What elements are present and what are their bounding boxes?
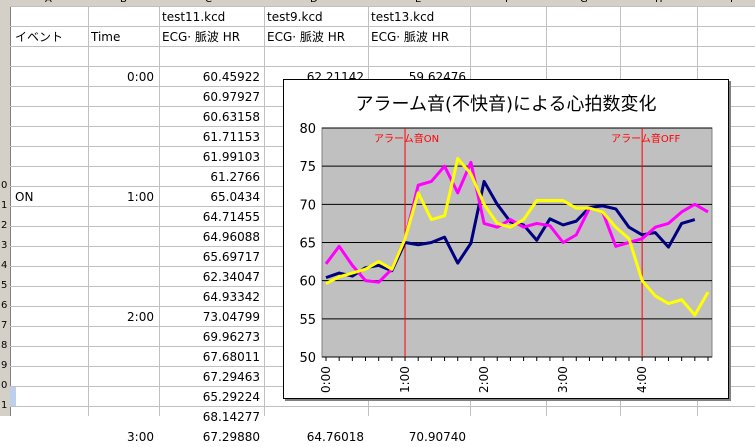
row-number[interactable]: 2	[1, 220, 8, 231]
row-number[interactable]: 7	[1, 320, 8, 331]
value-cell-c[interactable]: 67.29880	[202, 430, 260, 444]
column-letter-d[interactable]: D	[310, 0, 318, 5]
value-cell-c[interactable]: 60.63158	[202, 110, 260, 124]
row-header-bar: 0 1 2 3 4 5 6 7 8 9 0 1	[0, 6, 11, 416]
column-letter-h[interactable]: H	[655, 0, 663, 5]
grid-line	[10, 6, 755, 7]
time-cell[interactable]: 3:00	[127, 430, 154, 444]
column-letter-b[interactable]: B	[120, 0, 127, 5]
time-cell[interactable]: 2:00	[127, 310, 154, 324]
selected-cell[interactable]	[10, 387, 16, 406]
time-cell[interactable]: 1:00	[127, 190, 154, 204]
header-file-e[interactable]: test13.kcd	[371, 10, 435, 24]
header-metric-d[interactable]: ECG· 脈波 HR	[267, 30, 346, 44]
x-tick-label: 0:00	[319, 366, 333, 393]
y-tick-label: 50	[299, 351, 316, 366]
grid-line	[10, 406, 755, 407]
value-cell-c[interactable]: 69.96273	[202, 330, 260, 344]
row-number[interactable]: 5	[1, 280, 8, 291]
value-cell-c[interactable]: 61.2766	[210, 170, 260, 184]
grid-line	[159, 6, 160, 416]
chart-title: アラーム音(不快音)による心拍数変化	[355, 94, 657, 115]
value-cell-c[interactable]: 73.04799	[202, 310, 260, 324]
alarm-marker-label: アラーム音ON	[374, 132, 439, 145]
x-tick-label: 1:00	[398, 366, 412, 393]
value-cell-c[interactable]: 64.96088	[202, 230, 260, 244]
row-number[interactable]: 1	[1, 200, 8, 211]
value-cell-c[interactable]: 60.45922	[202, 70, 260, 84]
row-number[interactable]: 0	[1, 380, 8, 391]
value-cell-c[interactable]: 67.68011	[202, 350, 260, 364]
column-letter-i[interactable]: I	[730, 0, 733, 5]
value-cell-c[interactable]: 60.97927	[202, 90, 260, 104]
y-tick-label: 75	[299, 160, 316, 175]
time-cell[interactable]: 0:00	[127, 70, 154, 84]
value-cell-c[interactable]: 61.99103	[202, 150, 260, 164]
row-number[interactable]: 0	[1, 180, 8, 191]
row-number[interactable]: 4	[1, 260, 8, 271]
chart-plot: 50 55 60 65 70 75 80 0:00 1:00 2:00 3:00 4:00 アラーム音O…	[299, 122, 713, 393]
event-cell[interactable]: ON	[15, 190, 34, 204]
row-number[interactable]: 6	[1, 300, 8, 311]
grid-line	[88, 6, 89, 416]
row-number[interactable]: 1	[1, 400, 8, 411]
column-letter-c[interactable]: C	[205, 0, 212, 5]
value-cell-c[interactable]: 64.71455	[202, 210, 260, 224]
y-tick-label: 80	[299, 122, 316, 137]
grid-line	[10, 26, 755, 27]
y-tick-label: 60	[299, 275, 316, 290]
grid-line	[264, 6, 265, 416]
series-line-3	[325, 157, 710, 317]
value-cell-d[interactable]: 64.76018	[306, 430, 364, 444]
header-file-d[interactable]: test9.kcd	[267, 10, 323, 24]
header-file-c[interactable]: test11.kcd	[162, 10, 226, 24]
column-letter-e[interactable]: E	[415, 0, 421, 5]
x-tick-label: 2:00	[477, 366, 491, 393]
value-cell-c[interactable]: 65.0434	[210, 190, 260, 204]
row-number[interactable]: 9	[1, 360, 8, 371]
series-line-1	[325, 179, 696, 280]
grid-line	[10, 66, 755, 67]
y-tick-label: 55	[299, 313, 316, 328]
y-tick-label: 70	[299, 198, 316, 213]
header-metric-e[interactable]: ECG· 脈波 HR	[371, 30, 450, 44]
value-cell-c[interactable]: 65.29224	[202, 390, 260, 404]
column-letter-g[interactable]: G	[580, 0, 588, 5]
value-cell-e[interactable]: 70.90740	[408, 430, 466, 444]
header-time[interactable]: Time	[91, 30, 121, 44]
header-metric-c[interactable]: ECG· 脈波 HR	[162, 30, 241, 44]
alarm-marker-label: アラーム音OFF	[611, 132, 680, 145]
x-tick-label: 4:00	[635, 366, 649, 393]
value-cell-c[interactable]: 64.93342	[202, 290, 260, 304]
value-cell-c[interactable]: 65.69717	[202, 250, 260, 264]
column-letter-a[interactable]: A	[45, 0, 52, 5]
value-cell-c[interactable]: 67.29463	[202, 370, 260, 384]
y-tick-label: 65	[299, 237, 316, 252]
x-tick-label: 3:00	[556, 366, 570, 393]
row-number[interactable]: 8	[1, 340, 8, 351]
value-cell-c[interactable]: 68.14277	[202, 410, 260, 424]
header-event[interactable]: イベント	[15, 30, 64, 44]
column-letter-f[interactable]: F	[505, 0, 511, 5]
value-cell-c[interactable]: 62.34047	[202, 270, 260, 284]
row-number[interactable]: 3	[1, 240, 8, 251]
grid-line	[10, 46, 755, 47]
heart-rate-chart[interactable]: アラーム音(不快音)による心拍数変化 50 55 60 65 70 75 80 0:00 1:0…	[283, 79, 729, 399]
value-cell-c[interactable]: 61.71153	[202, 130, 260, 144]
